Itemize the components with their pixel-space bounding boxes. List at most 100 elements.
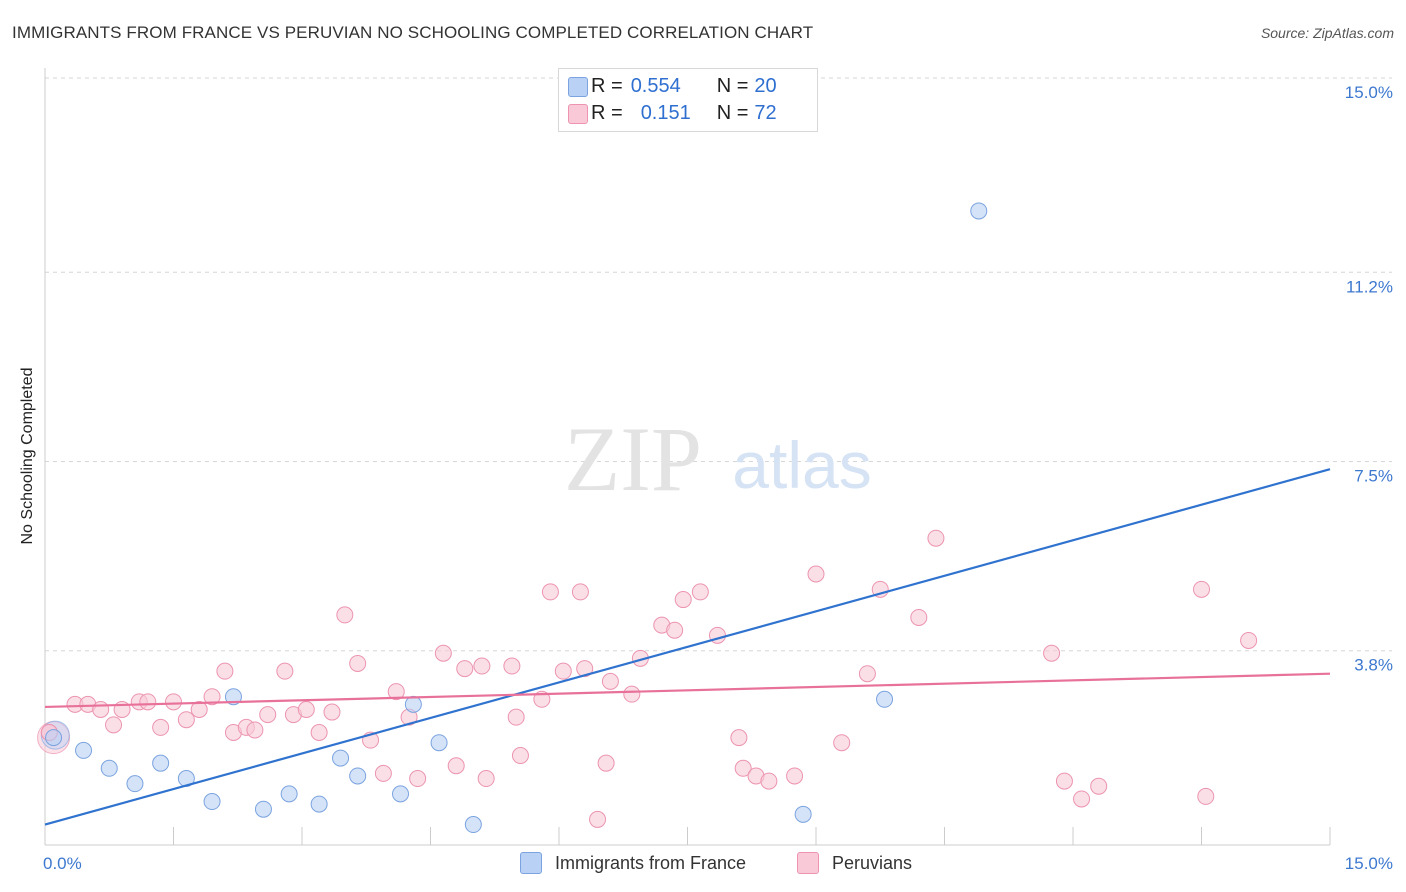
peru-swatch: [568, 104, 588, 124]
y-tick-label: 3.8%: [1354, 656, 1393, 675]
stats-legend: R = 0.554 N = 20 R = 0.151 N = 72: [558, 68, 818, 132]
peru-point: [511, 747, 529, 765]
peru-point: [246, 721, 264, 739]
peru-point: [139, 693, 157, 711]
peru-point: [1073, 790, 1091, 808]
peru-point: [374, 764, 392, 782]
x-tick-label: 15.0%: [1345, 854, 1393, 873]
peru-point: [336, 606, 354, 624]
series-legend: Immigrants from France Peruvians: [0, 852, 1406, 878]
peru-point: [601, 672, 619, 690]
peru-point: [571, 583, 589, 601]
n-value: 72: [754, 101, 777, 124]
peru-point: [576, 660, 594, 678]
axes: [44, 68, 1331, 846]
r-value: 0.151: [640, 101, 691, 124]
france-point: [254, 800, 272, 818]
peru-point: [456, 660, 474, 678]
peru-point: [1240, 631, 1258, 649]
peru-point: [541, 583, 559, 601]
y-tick-label: 7.5%: [1354, 467, 1393, 486]
chart-title: IMMIGRANTS FROM FRANCE VS PERUVIAN NO SC…: [12, 23, 814, 42]
y-tick-label: 11.2%: [1346, 277, 1393, 296]
peru-point: [1193, 580, 1210, 598]
peru-point: [674, 591, 692, 609]
watermark: ZIP atlas: [564, 408, 872, 510]
legend-label-peru: Peruvians: [832, 852, 913, 873]
peru-point: [807, 565, 825, 583]
peru-point: [1043, 644, 1061, 662]
gridlines: [45, 77, 1392, 652]
peru-point: [259, 706, 277, 724]
peru-point: [323, 703, 341, 721]
legend-item-peru: Peruvians: [797, 852, 912, 874]
n-value: 20: [754, 74, 777, 97]
peru-point: [734, 759, 752, 777]
peru-point: [216, 662, 234, 680]
peru-point: [507, 708, 525, 726]
peru-legend-swatch: [797, 852, 819, 874]
france-point: [280, 785, 298, 803]
n-label: N =: [716, 101, 749, 124]
peru-point: [447, 757, 465, 775]
peru-point: [297, 700, 315, 718]
peru-point: [387, 683, 405, 701]
r-label: R =: [591, 101, 623, 124]
peru-point: [858, 665, 876, 683]
france-point: [970, 202, 988, 220]
france-trend-line: [44, 468, 1331, 826]
france-point: [794, 805, 812, 823]
peru-point: [105, 716, 123, 734]
peru-point: [927, 529, 945, 547]
x-tick-label: 0.0%: [43, 854, 82, 873]
france-point: [45, 729, 63, 747]
peru-point: [1197, 787, 1215, 805]
r-label: R =: [591, 74, 623, 97]
peru-point: [203, 688, 221, 706]
watermark-atlas: atlas: [732, 428, 871, 502]
r-value: 0.554: [630, 74, 681, 97]
peru-point: [503, 657, 521, 675]
trend-lines: [44, 468, 1331, 826]
france-point: [203, 793, 221, 811]
y-tick-label: 15.0%: [1345, 83, 1393, 102]
peru-point: [730, 729, 748, 747]
france-point: [349, 767, 367, 785]
peru-point: [473, 657, 491, 675]
peru-point: [833, 734, 851, 752]
peru-point: [349, 654, 367, 672]
peru-point: [409, 770, 427, 788]
watermark-zip: ZIP: [564, 408, 702, 510]
france-point: [392, 785, 410, 803]
peru-point: [177, 711, 195, 729]
france-point: [332, 749, 350, 767]
france-point: [310, 795, 328, 813]
legend-item-france: Immigrants from France: [520, 852, 746, 874]
peru-point: [165, 693, 182, 711]
france-point: [224, 688, 242, 706]
peru-point: [760, 772, 778, 790]
france-point: [404, 695, 422, 713]
france-point: [430, 734, 448, 752]
peru-point: [910, 608, 928, 626]
peru-point: [597, 754, 615, 772]
peru-point: [623, 685, 641, 703]
france-point: [75, 741, 93, 759]
france-point: [464, 816, 482, 834]
n-label: N =: [716, 74, 749, 97]
legend-label-france: Immigrants from France: [555, 852, 747, 873]
france-point: [152, 754, 170, 772]
tick-labels: 3.8% 7.5% 11.2% 15.0% 0.0% 15.0%: [43, 83, 1393, 873]
peru-trend-line: [44, 672, 1331, 709]
stats-row-france: R = 0.554 N = 20: [568, 74, 777, 98]
france-point: [100, 759, 118, 777]
peru-point: [786, 767, 804, 785]
stats-row-peru: R = 0.151 N = 72: [568, 101, 777, 125]
data-points: [37, 202, 1258, 834]
peru-point: [691, 583, 709, 601]
peru-point: [434, 644, 452, 662]
peru-point: [92, 700, 110, 718]
peru-point: [477, 770, 495, 788]
peru-point: [1055, 772, 1073, 790]
